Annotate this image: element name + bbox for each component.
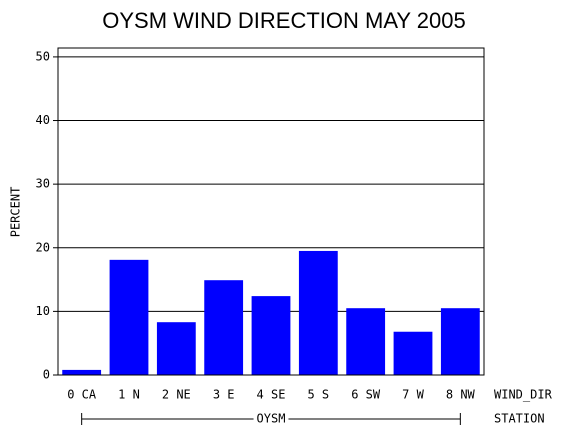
group-label: OYSM [257, 412, 286, 426]
bar [346, 308, 386, 375]
bar [440, 308, 480, 375]
x-tick-label: 0 CA [67, 388, 97, 402]
x-tick-label: 2 NE [162, 388, 191, 402]
bar [156, 322, 196, 375]
plot-frame [57, 47, 485, 376]
bar [393, 331, 433, 375]
x-tick-label: 8 NW [446, 388, 476, 402]
x-tick-label: 6 SW [351, 388, 381, 402]
bar [109, 259, 149, 375]
bar [298, 250, 338, 375]
group-axis-label: STATION [494, 412, 545, 426]
x-tick-label: 4 SE [257, 388, 286, 402]
group-label-bg [253, 411, 289, 426]
y-tick-label: 50 [36, 49, 50, 63]
chart-title: OYSM WIND DIRECTION MAY 2005 [102, 8, 465, 33]
y-tick-label: 20 [36, 240, 50, 254]
y-tick-label: 0 [43, 368, 50, 382]
y-axis-label: PERCENT [9, 187, 23, 238]
bar [62, 369, 102, 375]
y-tick-label: 10 [36, 304, 50, 318]
x-axis-label: WIND_DIR [494, 388, 553, 402]
x-tick-label: 7 W [402, 388, 424, 402]
x-tick-label: 5 S [307, 388, 329, 402]
x-tick-label: 1 N [118, 388, 140, 402]
bar [251, 296, 291, 375]
y-tick-label: 40 [36, 113, 50, 127]
x-tick-label: 3 E [213, 388, 235, 402]
bar [204, 280, 244, 375]
y-tick-label: 30 [36, 177, 50, 191]
